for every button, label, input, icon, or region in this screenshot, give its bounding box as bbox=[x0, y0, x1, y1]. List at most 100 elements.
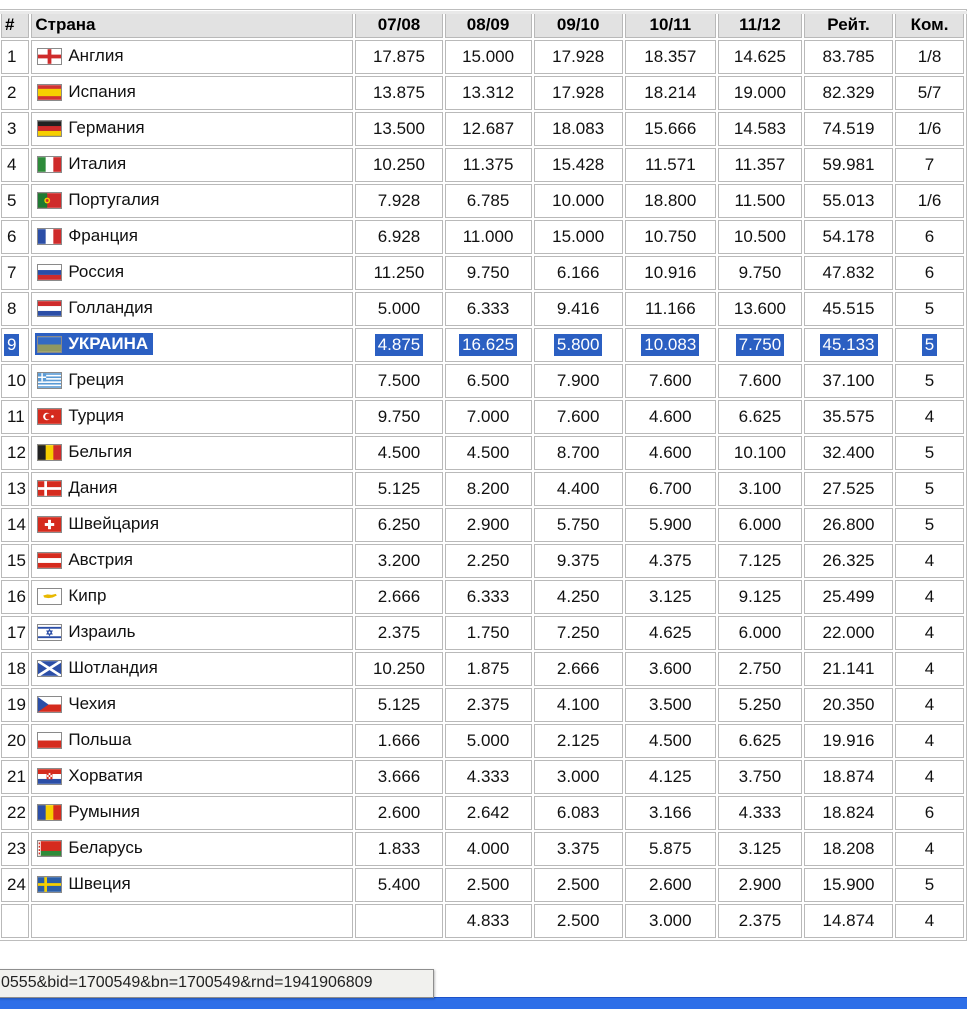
table-row[interactable]: 5 Португалия 7.928 6.785 10.000 18.800 1… bbox=[1, 184, 964, 218]
header-season-0708: 07/08 bbox=[355, 12, 443, 38]
teams-cell: 4 bbox=[895, 580, 964, 614]
teams-cell: 1/6 bbox=[895, 112, 964, 146]
country-cell: Англия bbox=[31, 40, 354, 74]
table-row[interactable]: 18 Шотландия 10.250 1.875 2.666 3.600 2.… bbox=[1, 652, 964, 686]
season-1011-cell: 11.166 bbox=[624, 292, 716, 326]
season-1011-cell: 6.700 bbox=[624, 472, 716, 506]
country-cell: Бельгия bbox=[31, 436, 354, 470]
table-row[interactable]: 2 Испания 13.875 13.312 17.928 18.214 19… bbox=[1, 76, 964, 110]
flag-israel-icon bbox=[37, 623, 63, 641]
table-row[interactable]: 19 Чехия 5.125 2.375 4.100 3.500 5.250 2… bbox=[1, 688, 964, 722]
flag-sweden-icon bbox=[37, 875, 63, 893]
season-1112-cell: 7.125 bbox=[717, 544, 802, 578]
table-row[interactable]: 22 Румыния 2.600 2.642 6.083 3.166 4.333… bbox=[1, 796, 964, 830]
season-0910-cell: 15.000 bbox=[533, 220, 623, 254]
season-1112-cell: 6.000 bbox=[717, 616, 802, 650]
teams-cell: 6 bbox=[895, 220, 964, 254]
table-row[interactable]: 9 УКРАИНА 4.875 16.625 5.800 10.083 7.75… bbox=[1, 328, 964, 362]
season-1112-cell: 2.900 bbox=[717, 868, 802, 902]
country-name: Россия bbox=[68, 262, 125, 282]
season-0910-cell: 5.750 bbox=[533, 508, 623, 542]
season-0910-cell: 17.928 bbox=[533, 76, 623, 110]
country-cell: Израиль bbox=[31, 616, 354, 650]
country-name: Голландия bbox=[68, 298, 153, 318]
country-label-group: Россия bbox=[35, 261, 129, 283]
table-row[interactable]: 24 Швеция 5.400 2.500 2.500 2.600 2.900 … bbox=[1, 868, 964, 902]
header-country: Страна bbox=[31, 12, 354, 38]
country-cell: Шотландия bbox=[31, 652, 354, 686]
season-1011-cell: 3.125 bbox=[624, 580, 716, 614]
table-row[interactable]: 13 Дания 5.125 8.200 4.400 6.700 3.100 2… bbox=[1, 472, 964, 506]
season-0809-cell: 11.375 bbox=[444, 148, 532, 182]
flag-turkey-icon bbox=[37, 407, 63, 425]
country-label-group: Австрия bbox=[35, 549, 138, 571]
season-0910-cell: 18.083 bbox=[533, 112, 623, 146]
header-season-0910: 09/10 bbox=[533, 12, 623, 38]
rank-cell: 1 bbox=[1, 40, 30, 74]
season-0809-cell: 4.000 bbox=[444, 832, 532, 866]
season-1112-cell: 19.000 bbox=[717, 76, 802, 110]
season-0809-cell: 12.687 bbox=[444, 112, 532, 146]
season-0809-cell: 4.500 bbox=[444, 436, 532, 470]
teams-cell: 4 bbox=[895, 760, 964, 794]
flag-austria-icon bbox=[37, 551, 63, 569]
country-label-group: Испания bbox=[35, 81, 140, 103]
season-1112-cell: 3.750 bbox=[717, 760, 802, 794]
table-row[interactable]: 23 Беларусь 1.833 4.000 3.375 5.875 3.12… bbox=[1, 832, 964, 866]
rating-cell: 21.141 bbox=[803, 652, 894, 686]
country-label-group: Турция bbox=[35, 405, 129, 427]
rating-cell: 74.519 bbox=[803, 112, 894, 146]
teams-cell: 5 bbox=[895, 472, 964, 506]
season-0708-cell: 6.928 bbox=[355, 220, 443, 254]
table-row[interactable]: 17 Израиль 2.375 1.750 7.250 4.625 6.000… bbox=[1, 616, 964, 650]
table-row[interactable]: 4.833 2.500 3.000 2.375 14.874 4 bbox=[1, 904, 964, 938]
table-row[interactable]: 8 Голландия 5.000 6.333 9.416 11.166 13.… bbox=[1, 292, 964, 326]
rating-cell: 19.916 bbox=[803, 724, 894, 758]
country-cell: Румыния bbox=[31, 796, 354, 830]
teams-cell: 4 bbox=[895, 832, 964, 866]
teams-cell: 7 bbox=[895, 148, 964, 182]
season-1011-cell: 18.357 bbox=[624, 40, 716, 74]
teams-cell: 4 bbox=[895, 400, 964, 434]
country-label-group: Португалия bbox=[35, 189, 164, 211]
season-0910-cell: 6.083 bbox=[533, 796, 623, 830]
table-row[interactable]: 15 Австрия 3.200 2.250 9.375 4.375 7.125… bbox=[1, 544, 964, 578]
country-cell: Турция bbox=[31, 400, 354, 434]
table-row[interactable]: 20 Польша 1.666 5.000 2.125 4.500 6.625 … bbox=[1, 724, 964, 758]
table-row[interactable]: 1 Англия 17.875 15.000 17.928 18.357 14.… bbox=[1, 40, 964, 74]
season-1011-cell: 5.875 bbox=[624, 832, 716, 866]
table-row[interactable]: 3 Германия 13.500 12.687 18.083 15.666 1… bbox=[1, 112, 964, 146]
teams-cell: 4 bbox=[895, 652, 964, 686]
season-0708-cell: 2.600 bbox=[355, 796, 443, 830]
flag-portugal-icon bbox=[37, 191, 63, 209]
country-label-group: Польша bbox=[35, 729, 136, 751]
table-row[interactable]: 7 Россия 11.250 9.750 6.166 10.916 9.750… bbox=[1, 256, 964, 290]
table-row[interactable]: 4 Италия 10.250 11.375 15.428 11.571 11.… bbox=[1, 148, 964, 182]
season-0910-cell: 3.375 bbox=[533, 832, 623, 866]
table-row[interactable]: 21 Хорватия 3.666 4.333 3.000 4.125 3.75… bbox=[1, 760, 964, 794]
table-row[interactable]: 14 Швейцария 6.250 2.900 5.750 5.900 6.0… bbox=[1, 508, 964, 542]
teams-cell: 5 bbox=[895, 292, 964, 326]
rank-cell: 9 bbox=[1, 328, 30, 362]
country-cell: Италия bbox=[31, 148, 354, 182]
table-row[interactable]: 12 Бельгия 4.500 4.500 8.700 4.600 10.10… bbox=[1, 436, 964, 470]
country-label-group: Англия bbox=[35, 45, 128, 67]
country-cell: Греция bbox=[31, 364, 354, 398]
table-row[interactable]: 6 Франция 6.928 11.000 15.000 10.750 10.… bbox=[1, 220, 964, 254]
rank-cell: 13 bbox=[1, 472, 30, 506]
flag-belarus-icon bbox=[37, 839, 63, 857]
table-row[interactable]: 10 Греция 7.500 6.500 7.900 7.600 7.600 … bbox=[1, 364, 964, 398]
country-label-group: Швеция bbox=[35, 873, 135, 895]
country-name: Швейцария bbox=[68, 514, 160, 534]
country-name: Бельгия bbox=[68, 442, 133, 462]
country-label-group: Беларусь bbox=[35, 837, 147, 859]
season-0910-cell: 8.700 bbox=[533, 436, 623, 470]
country-cell: Хорватия bbox=[31, 760, 354, 794]
country-cell: УКРАИНА bbox=[31, 328, 354, 362]
country-name: Швеция bbox=[68, 874, 131, 894]
flag-england-icon bbox=[37, 47, 63, 65]
country-name: Испания bbox=[68, 82, 136, 102]
table-row[interactable]: 16 Кипр 2.666 6.333 4.250 3.125 9.125 25… bbox=[1, 580, 964, 614]
season-1112-cell: 6.625 bbox=[717, 724, 802, 758]
table-row[interactable]: 11 Турция 9.750 7.000 7.600 4.600 6.625 … bbox=[1, 400, 964, 434]
